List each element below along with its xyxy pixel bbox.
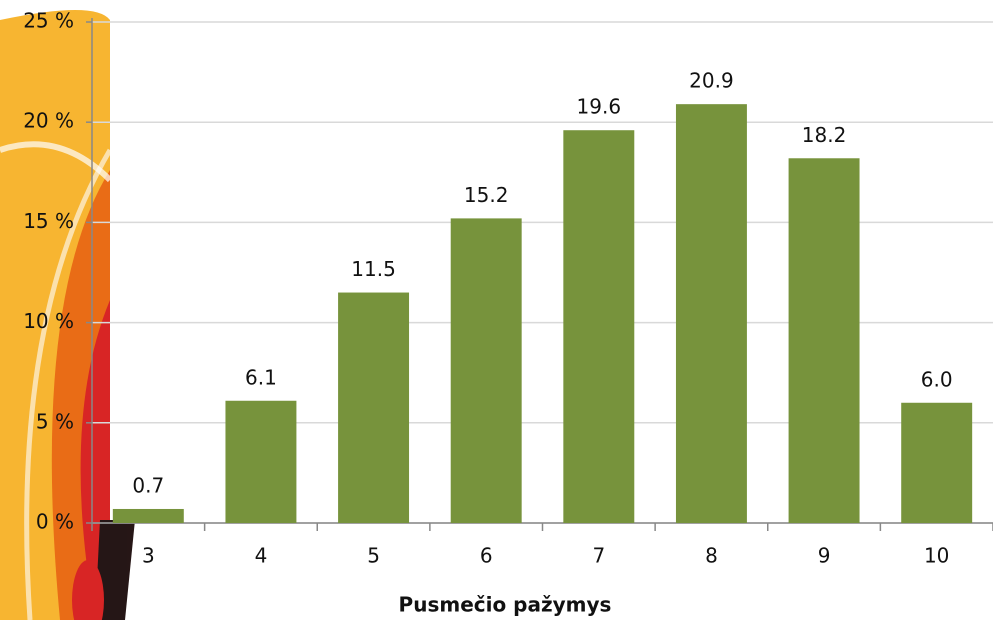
data-label: 6.1 <box>245 365 277 389</box>
x-tick-label: 4 <box>255 544 268 568</box>
bar <box>788 158 860 523</box>
data-label: 15.2 <box>464 183 509 207</box>
data-label: 11.5 <box>351 257 396 281</box>
bar <box>338 292 410 523</box>
y-tick-label: 10 % <box>23 309 74 333</box>
y-tick-label: 20 % <box>23 109 74 133</box>
data-label: 6.0 <box>921 367 953 391</box>
x-axis-title: Pusmečio pažymys <box>399 593 612 617</box>
bar <box>563 130 635 523</box>
x-tick-label: 3 <box>142 544 155 568</box>
data-label: 0.7 <box>132 473 164 497</box>
bar <box>901 402 973 523</box>
x-tick-label: 10 <box>924 544 949 568</box>
x-tick-label: 6 <box>480 544 493 568</box>
data-label: 20.9 <box>689 69 734 93</box>
x-tick-label: 9 <box>818 544 831 568</box>
bar <box>675 104 747 523</box>
background-logo <box>0 10 135 620</box>
bar <box>225 400 297 523</box>
x-tick-label: 7 <box>592 544 605 568</box>
data-label: 18.2 <box>802 123 847 147</box>
data-label: 19.6 <box>577 95 622 119</box>
y-tick-label: 5 % <box>36 409 74 433</box>
bar <box>112 508 184 523</box>
y-tick-label: 15 % <box>23 209 74 233</box>
bar <box>450 218 522 523</box>
y-tick-label: 25 % <box>23 9 74 33</box>
y-tick-label: 0 % <box>36 510 74 534</box>
x-tick-label: 8 <box>705 544 718 568</box>
x-tick-label: 5 <box>367 544 380 568</box>
